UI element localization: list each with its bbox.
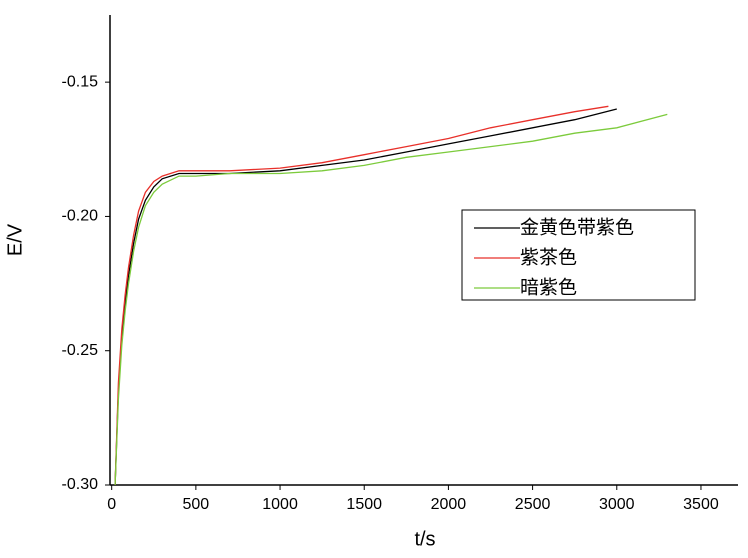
y-tick-label: -0.20: [62, 208, 99, 225]
series-line: [114, 108, 617, 486]
x-tick-label: 2500: [515, 496, 551, 513]
legend-label: 暗紫色: [520, 277, 577, 299]
legend-label: 紫茶色: [520, 247, 577, 269]
x-tick-label: 1500: [346, 496, 382, 513]
legend-box: [461, 209, 696, 301]
x-axis-label: t/s: [414, 528, 435, 550]
y-tick-label: -0.25: [62, 342, 99, 359]
y-tick-label: -0.30: [62, 476, 99, 493]
series-line: [114, 105, 609, 486]
y-axis-label: E/V: [4, 223, 26, 256]
y-tick-label: -0.15: [62, 73, 99, 90]
x-tick-label: 2000: [431, 496, 467, 513]
x-tick-label: 0: [107, 496, 116, 513]
x-tick-label: 1000: [262, 496, 298, 513]
x-tick-label: 3000: [599, 496, 635, 513]
legend-label: 金黄色带紫色: [520, 217, 634, 239]
series-line: [114, 113, 668, 486]
x-tick-label: 500: [183, 496, 210, 513]
x-tick-label: 3500: [683, 496, 719, 513]
